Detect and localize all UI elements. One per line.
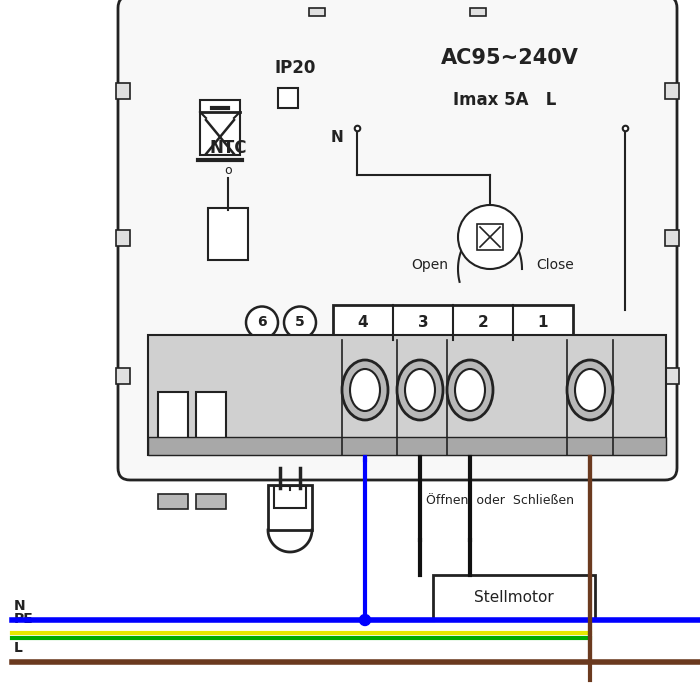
Ellipse shape [397, 360, 443, 420]
Text: N: N [14, 599, 26, 613]
Text: N: N [330, 130, 343, 144]
Text: NTC: NTC [209, 139, 246, 157]
Bar [158, 392, 188, 447]
FancyBboxPatch shape [118, 0, 677, 480]
Text: Öffnen  oder  Schließen: Öffnen oder Schließen [426, 494, 574, 507]
Bar [148, 437, 666, 455]
Text: 5: 5 [295, 316, 305, 330]
Text: IP20: IP20 [274, 59, 316, 77]
Bar [200, 100, 240, 155]
Bar [665, 83, 679, 99]
Ellipse shape [575, 369, 605, 411]
Ellipse shape [342, 360, 388, 420]
Ellipse shape [455, 369, 485, 411]
Bar [278, 88, 298, 108]
Circle shape [246, 307, 278, 339]
Text: Close: Close [536, 258, 574, 272]
Text: 3: 3 [418, 315, 428, 330]
Bar [208, 208, 248, 260]
Text: 2: 2 [477, 315, 489, 330]
Bar [665, 368, 679, 384]
Text: Imax 5A   L: Imax 5A L [454, 91, 556, 109]
Bar [433, 575, 595, 620]
Text: 1: 1 [538, 315, 548, 330]
Text: L: L [14, 641, 23, 655]
Bar [196, 392, 226, 447]
Circle shape [458, 205, 522, 269]
Ellipse shape [567, 360, 613, 420]
Circle shape [360, 615, 370, 626]
Bar [477, 224, 503, 250]
Bar [196, 494, 226, 509]
Text: Stellmotor: Stellmotor [474, 590, 554, 605]
Text: AC95~240V: AC95~240V [441, 48, 579, 68]
Bar [333, 305, 573, 340]
Bar [470, 8, 486, 16]
Text: o: o [224, 164, 232, 176]
Bar [158, 494, 188, 509]
Bar [116, 83, 130, 99]
Bar [116, 368, 130, 384]
Bar [665, 230, 679, 246]
Bar [268, 485, 312, 530]
Circle shape [284, 307, 316, 339]
Ellipse shape [350, 369, 380, 411]
Text: 6: 6 [257, 316, 267, 330]
Bar [309, 8, 326, 16]
Text: Open: Open [412, 258, 449, 272]
Text: PE: PE [14, 612, 34, 626]
Bar [148, 335, 666, 455]
Bar [116, 230, 130, 246]
Text: 4: 4 [358, 315, 368, 330]
Ellipse shape [405, 369, 435, 411]
Bar [274, 486, 306, 508]
Ellipse shape [447, 360, 493, 420]
